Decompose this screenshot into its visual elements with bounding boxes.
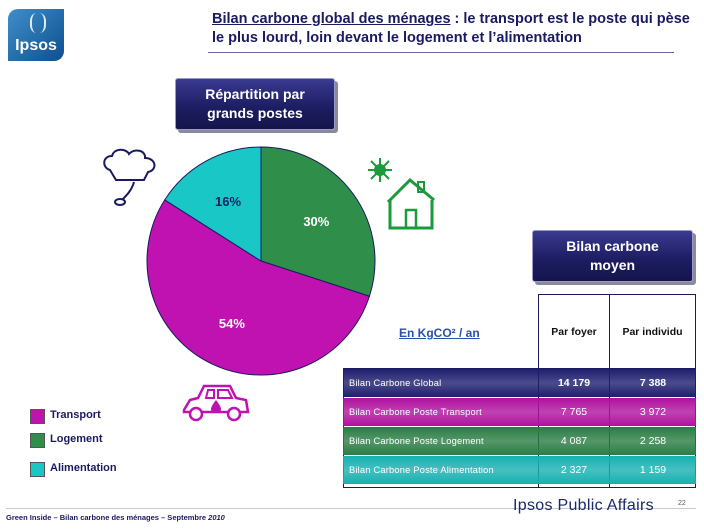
legend-swatch-transport: [30, 409, 45, 424]
chef-hat-icon: [103, 148, 156, 206]
repartition-line-2: grands postes: [207, 105, 303, 121]
footer-text: Green Inside – Bilan carbone des ménages…: [6, 513, 225, 522]
title-rest: : le transport est le poste qui pèse le …: [212, 11, 690, 46]
row-value-individu: 2 258: [639, 435, 667, 447]
bilan-moyen-box: Bilan carbone moyen: [532, 230, 693, 282]
pie-slice-logement: [260, 146, 376, 297]
legend-swatch-alimentation: [30, 462, 45, 477]
row-value-individu: 7 388: [639, 377, 667, 389]
row-label: Bilan Carbone Poste Logement: [349, 436, 484, 446]
bilan-line-2: moyen: [589, 257, 636, 273]
page-number: 22: [678, 500, 686, 507]
car-icon: [182, 384, 250, 422]
title-underlined: Bilan carbone global des ménages: [212, 11, 451, 27]
header-par-foyer: Par foyer: [551, 326, 597, 338]
pie-label-alimentation: 16%: [215, 194, 241, 209]
legend-label-logement: Logement: [50, 433, 103, 445]
pie-label-transport: 54%: [219, 316, 245, 331]
pie-slice-alimentation: [164, 146, 262, 262]
row-value-foyer: 7 765: [560, 406, 588, 418]
repartition-box: Répartition par grands postes: [175, 78, 335, 130]
unit-label: En KgCO² / an: [399, 326, 480, 340]
legend-label-transport: Transport: [50, 409, 101, 421]
footer-main-text: Green Inside – Bilan carbone des ménages…: [6, 513, 207, 522]
pie-chart: 30% 54% 16%: [146, 146, 376, 376]
footer-divider: [6, 508, 696, 509]
pie-label-logement: 30%: [303, 214, 329, 229]
row-value-foyer: 14 179: [557, 377, 591, 389]
row-value-foyer: 4 087: [560, 435, 588, 447]
row-label: Bilan Carbone Poste Alimentation: [349, 465, 494, 475]
pie-slice-transport: [146, 199, 371, 376]
legend-label-alimentation: Alimentation: [50, 462, 117, 474]
house-icon: [368, 158, 435, 230]
table-row-logement: Bilan Carbone Poste Logement 4 087 2 258: [343, 427, 696, 455]
row-value-individu: 1 159: [639, 464, 667, 476]
header-par-individu: Par individu: [622, 326, 683, 338]
table-row-transport: Bilan Carbone Poste Transport 7 765 3 97…: [343, 398, 696, 426]
logo-glyph-icon: [30, 13, 46, 33]
legend-swatch-logement: [30, 433, 45, 448]
logo-text: Ipsos: [15, 37, 57, 54]
brand-name: Ipsos Public Affairs: [513, 497, 654, 514]
ipsos-logo: Ipsos: [8, 9, 64, 61]
row-value-individu: 3 972: [639, 406, 667, 418]
table-row-alimentation: Bilan Carbone Poste Alimentation 2 327 1…: [343, 456, 696, 484]
footer-year: 2010: [208, 513, 225, 522]
table-row-global: Bilan Carbone Global 14 179 7 388: [343, 369, 696, 397]
bilan-line-1: Bilan carbone: [566, 238, 659, 254]
page-title: Bilan carbone global des ménages : le tr…: [212, 10, 692, 48]
row-label: Bilan Carbone Poste Transport: [349, 407, 482, 417]
title-divider: [208, 52, 674, 53]
row-label: Bilan Carbone Global: [349, 378, 442, 388]
repartition-line-1: Répartition par: [205, 86, 305, 102]
row-value-foyer: 2 327: [560, 464, 588, 476]
